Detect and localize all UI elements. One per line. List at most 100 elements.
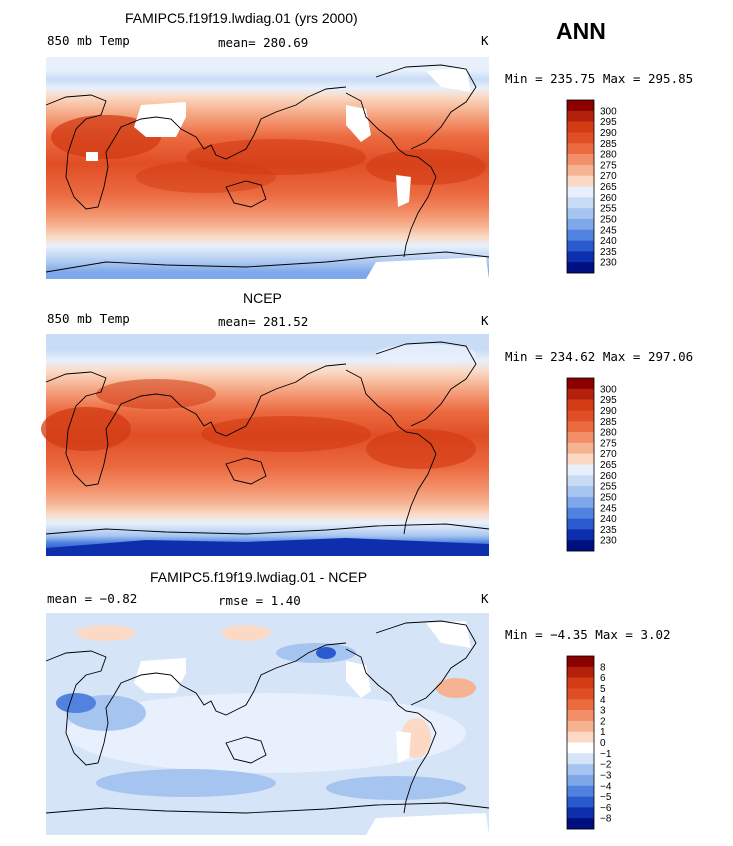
colorbar-swatch [567, 540, 594, 552]
colorbar-swatch [567, 785, 594, 797]
panel1-field-label: 850 mb Temp [47, 33, 130, 48]
colorbar-tick-label: 4 [600, 695, 606, 706]
colorbar-tick-label: 300 [600, 106, 617, 117]
colorbar-tick-label: 280 [600, 428, 617, 439]
colorbar-tick-label: −2 [600, 760, 612, 771]
colorbar-swatch [567, 486, 594, 498]
colorbar-swatch [567, 742, 594, 754]
colorbar-swatch [567, 453, 594, 465]
colorbar-swatch [567, 677, 594, 689]
colorbar-tick-label: 300 [600, 384, 617, 395]
colorbar-swatch [567, 796, 594, 808]
panel3-units: K [481, 591, 489, 606]
colorbar-swatch [567, 507, 594, 519]
colorbar-swatch [567, 818, 594, 830]
colorbar-swatch [567, 218, 594, 231]
colorbar-swatch [567, 710, 594, 722]
colorbar-swatch [567, 208, 594, 220]
colorbar-tick-label: 290 [600, 406, 617, 417]
colorbar-tick-label: 230 [600, 536, 617, 547]
colorbar-tick-label: 235 [600, 247, 617, 258]
colorbar-tick-label: 280 [600, 150, 617, 161]
colorbar-swatch [567, 421, 594, 433]
colorbar-swatch [567, 753, 594, 765]
colorbar-tick-label: 260 [600, 193, 617, 204]
colorbar-swatch [567, 464, 594, 476]
colorbar-tick-label: 5 [600, 684, 606, 695]
panel1-mean: mean= 280.69 [218, 35, 309, 50]
colorbar-swatch [567, 175, 594, 187]
season-label: ANN [556, 18, 606, 44]
panel2-units: K [481, 313, 489, 328]
colorbar-swatch [567, 229, 594, 241]
colorbar-tick-label: 265 [600, 460, 617, 471]
colorbar-border [566, 377, 595, 552]
colorbar-tick-label: 285 [600, 417, 617, 428]
colorbar-tick-label: 245 [600, 503, 617, 514]
colorbar-swatch [567, 164, 594, 176]
colorbar-tick-label: 8 [600, 662, 606, 673]
colorbar-tick-label: 295 [600, 395, 617, 406]
panel1-map [45, 57, 490, 279]
panel2-field-label: 850 mb Temp [47, 311, 130, 326]
panel3-minmax: Min = −4.35 Max = 3.02 [505, 627, 671, 642]
panel1-minmax: Min = 235.75 Max = 295.85 [505, 71, 694, 86]
colorbar-swatch [567, 410, 594, 422]
colorbar-swatch [567, 666, 594, 678]
colorbar-tick-label: 260 [600, 471, 617, 482]
colorbar-swatch [567, 731, 594, 743]
panel3-rmse: rmse = 1.40 [218, 593, 301, 608]
colorbar-tick-label: 245 [600, 225, 617, 236]
colorbar-tick-label: 255 [600, 482, 617, 493]
colorbar-tick-label: 270 [600, 449, 617, 460]
panel2-mean: mean= 281.52 [218, 314, 309, 329]
panel1-title: FAMIPC5.f19f19.lwdiag.01 (yrs 2000) [125, 10, 358, 26]
panel2-map [41, 334, 490, 556]
colorbar-swatch [567, 399, 594, 411]
colorbar-swatch [567, 518, 594, 530]
colorbar-swatch [567, 143, 594, 155]
colorbar-border [566, 655, 595, 830]
colorbar-tick-label: 270 [600, 171, 617, 182]
colorbar-tick-label: 275 [600, 160, 617, 171]
colorbar-swatch [567, 240, 594, 252]
colorbar-tick-label: 240 [600, 514, 617, 525]
colorbar-tick-label: 265 [600, 182, 617, 193]
colorbar-tick-label: 235 [600, 525, 617, 536]
colorbar-swatch [567, 720, 594, 732]
colorbar-swatch [567, 197, 594, 209]
colorbar-swatch [567, 475, 594, 487]
colorbar-swatch [567, 529, 594, 541]
panel3-map [45, 613, 490, 835]
colorbar-tick-label: 285 [600, 139, 617, 150]
colorbar-swatch [567, 110, 594, 122]
colorbar-swatch [567, 688, 594, 700]
colorbar-swatch [567, 154, 594, 166]
colorbar-tick-label: 250 [600, 214, 617, 225]
colorbar-tick-label: 250 [600, 492, 617, 503]
colorbar-tick-label: 2 [600, 716, 606, 727]
colorbar-border [566, 99, 595, 274]
colorbar-tick-label: −6 [600, 803, 612, 814]
panel2-colorbar: 3002952902852802752702652602552502452402… [566, 377, 617, 552]
colorbar-tick-label: 255 [600, 204, 617, 215]
colorbar-swatch [567, 132, 594, 144]
panel2-title: NCEP [243, 290, 282, 306]
colorbar-tick-label: 3 [600, 706, 606, 717]
colorbar-swatch [567, 186, 594, 198]
panel1-units: K [481, 33, 489, 48]
colorbar-tick-label: 1 [600, 727, 606, 738]
panel3-title: FAMIPC5.f19f19.lwdiag.01 - NCEP [150, 569, 368, 585]
colorbar-swatch [567, 378, 594, 390]
colorbar-swatch [567, 388, 594, 400]
panel3-mean: mean = −0.82 [47, 591, 138, 606]
colorbar-tick-label: 275 [600, 438, 617, 449]
colorbar-swatch [567, 774, 594, 787]
colorbar-swatch [567, 442, 594, 454]
colorbar-swatch [567, 262, 594, 274]
panel1-colorbar: 3002952902852802752702652602552502452402… [566, 99, 617, 274]
colorbar-tick-label: 0 [600, 738, 606, 749]
colorbar-swatch [567, 496, 594, 509]
colorbar-swatch [567, 656, 594, 668]
